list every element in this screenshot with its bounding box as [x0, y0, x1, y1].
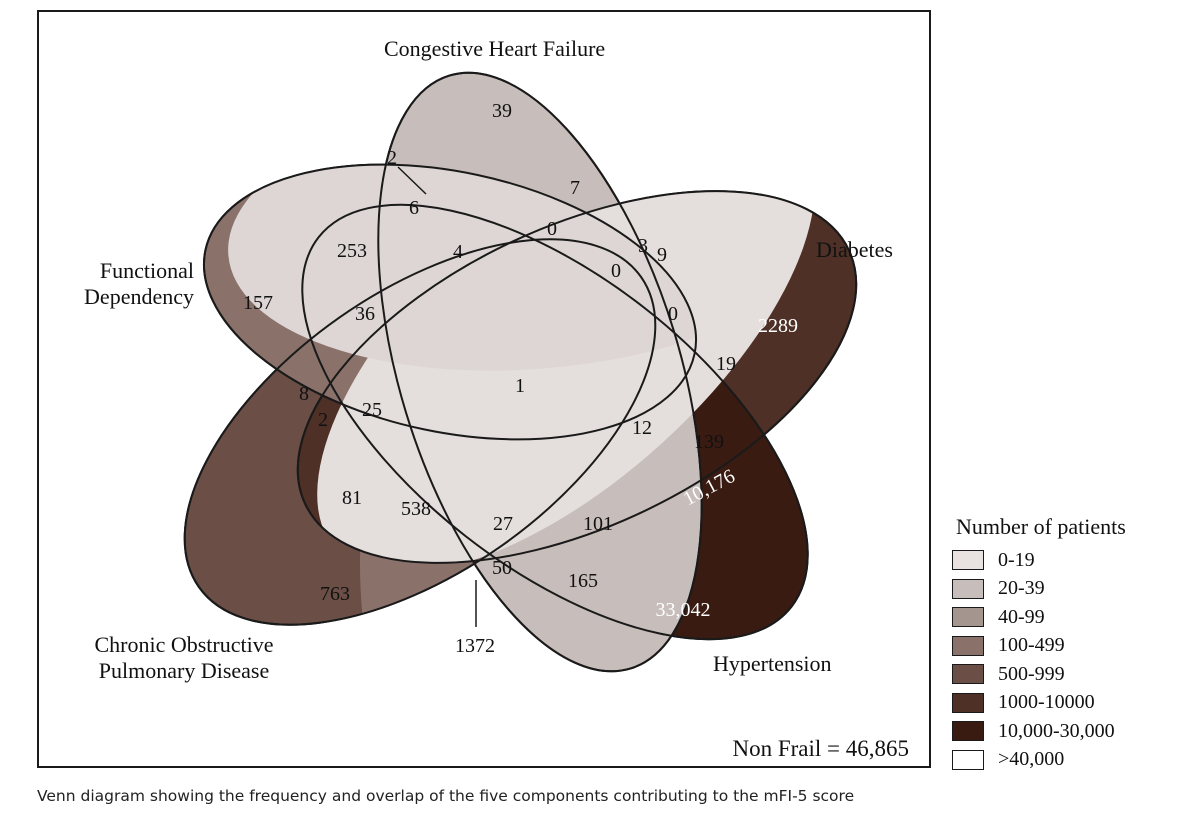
legend-swatch: [952, 578, 984, 599]
legend-item: 20-39: [952, 575, 1192, 604]
legend-label: 10,000-30,000: [998, 719, 1115, 742]
outline-diabetes: [296, 190, 858, 564]
count-region: 25: [362, 399, 382, 421]
count-fd-only: 157: [243, 292, 273, 314]
label-functional-dependency-line2: Dependency: [84, 284, 194, 309]
legend-label: 1000-10000: [998, 691, 1095, 714]
count-region: 3: [638, 235, 648, 257]
venn-diagram: 39 7 0 3 9 2 6 253 4 0 0 2289 157 36 19 …: [183, 71, 858, 673]
legend-item: 100-499: [952, 632, 1192, 661]
count-region: 4: [453, 241, 463, 263]
count-region: 50: [492, 557, 512, 579]
outline-chf: [377, 71, 703, 673]
legend-swatch: [952, 635, 984, 656]
legend-item: 0-19: [952, 546, 1192, 575]
legend-item: 1000-10000: [952, 689, 1192, 718]
legend-item: 10,000-30,000: [952, 717, 1192, 746]
count-diabetes-only: 2289: [758, 315, 798, 337]
legend-swatch: [952, 664, 984, 685]
count-region: 27: [493, 513, 513, 535]
legend-item: >40,000: [952, 746, 1192, 775]
legend: Number of patients 0-19 20-39 40-99 100-…: [952, 510, 1192, 774]
venn-outlines: [183, 71, 858, 673]
legend-swatch: [952, 550, 984, 571]
legend-swatch: [952, 749, 984, 770]
count-region: 6: [409, 197, 419, 219]
legend-swatch: [952, 607, 984, 628]
label-hypertension: Hypertension: [713, 651, 832, 676]
outline-copd: [183, 238, 657, 626]
legend-label: 20-39: [998, 577, 1045, 600]
legend-swatch: [952, 692, 984, 713]
legend-swatch: [952, 721, 984, 742]
legend-item: 40-99: [952, 603, 1192, 632]
outline-fd: [202, 163, 698, 441]
leader-line-2-top: [397, 166, 427, 195]
count-region: 538: [401, 498, 431, 520]
legend-label: 500-999: [998, 662, 1065, 685]
figure-caption: Venn diagram showing the frequency and o…: [37, 787, 855, 805]
count-region: 12: [632, 417, 652, 439]
label-functional-dependency-line1: Functional: [99, 258, 194, 283]
label-copd: Chronic Obstructive Pulmonary Disease: [69, 632, 299, 684]
count-chf-only: 39: [492, 100, 512, 122]
count-region: 2: [387, 147, 397, 169]
count-htn-only: 33,042: [656, 599, 711, 621]
venn-diagram-frame: 39 7 0 3 9 2 6 253 4 0 0 2289 157 36 19 …: [37, 10, 931, 768]
label-diabetes: Diabetes: [816, 237, 893, 262]
label-functional-dependency: Functional Dependency: [69, 258, 194, 310]
legend-label: 0-19: [998, 548, 1035, 571]
count-region: 139: [694, 431, 724, 453]
count-region: 253: [337, 240, 367, 262]
count-region: 9: [657, 244, 667, 266]
count-center: 1: [515, 375, 525, 397]
count-region: 0: [611, 260, 621, 282]
count-region: 81: [342, 487, 362, 509]
legend-label: 100-499: [998, 634, 1065, 657]
legend-label: 40-99: [998, 605, 1045, 628]
count-region: 36: [355, 303, 375, 325]
label-copd-line2: Pulmonary Disease: [98, 658, 270, 683]
legend-label: >40,000: [998, 748, 1065, 771]
count-copd-htn: 1372: [455, 635, 495, 657]
count-region: 19: [716, 353, 736, 375]
count-region: 0: [668, 303, 678, 325]
label-copd-line1: Chronic Obstructive: [94, 632, 274, 657]
non-frail-count: Non Frail = 46,865: [732, 736, 909, 761]
count-region: 101: [583, 513, 613, 535]
count-region: 7: [570, 177, 580, 199]
legend-item: 500-999: [952, 660, 1192, 689]
label-congestive-heart-failure: Congestive Heart Failure: [384, 36, 606, 61]
legend-title: Number of patients: [956, 514, 1126, 539]
outline-htn: [301, 203, 809, 641]
count-region: 165: [568, 570, 598, 592]
count-region: 2: [318, 409, 328, 431]
count-region: 0: [547, 218, 557, 240]
count-copd-only: 763: [320, 583, 350, 605]
count-region: 8: [299, 383, 309, 405]
